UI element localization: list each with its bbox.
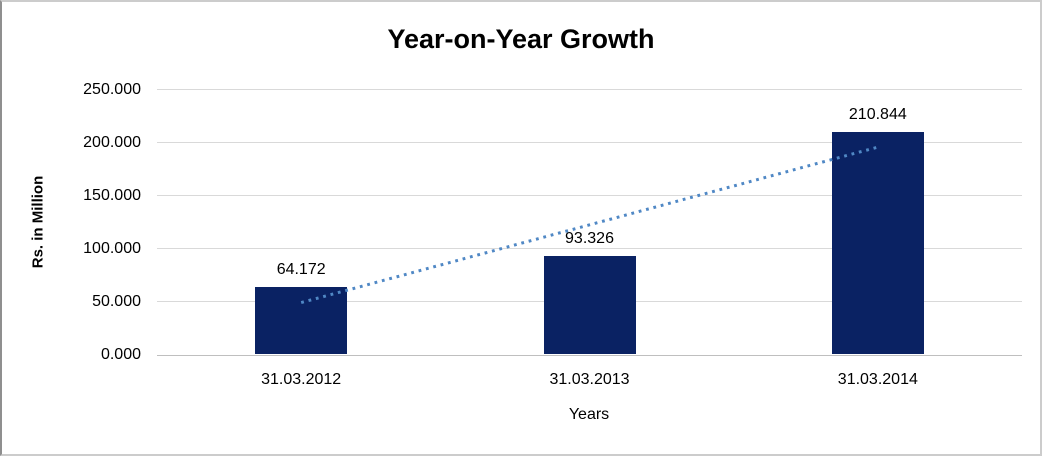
bar-value-label: 64.172 [276,260,326,278]
gridline [157,89,1022,90]
chart-title: Year-on-Year Growth [387,24,655,54]
y-tick-label: 150.000 [83,187,141,204]
y-tick-label: 200.000 [83,134,141,151]
x-tick-label: 31.03.2014 [837,371,918,388]
y-tick-label: 100.000 [83,240,141,257]
trendline-path [300,145,879,305]
gridline [157,195,1022,196]
bar-value-label: 210.844 [848,105,907,123]
y-tick-label: 50.000 [92,293,141,310]
gridline [157,142,1022,143]
gridline [157,355,1022,356]
plot-area: 0.000 50.000 100.000 150.000 200.000 250.000 … [83,81,1022,388]
trendline [300,145,879,305]
gridline [157,248,1022,249]
y-tick-label: 250.000 [83,81,141,98]
x-axis-title: Years [568,406,610,423]
y-tick-label: 0.000 [100,346,141,363]
bar [255,286,348,354]
bar-value-label: 93.326 [565,230,614,248]
bar [543,256,636,354]
bar [831,131,924,354]
x-tick-label: 31.03.2012 [261,371,342,388]
y-axis-title: Rs. in Million [29,175,47,269]
x-tick-label: 31.03.2013 [549,371,630,388]
